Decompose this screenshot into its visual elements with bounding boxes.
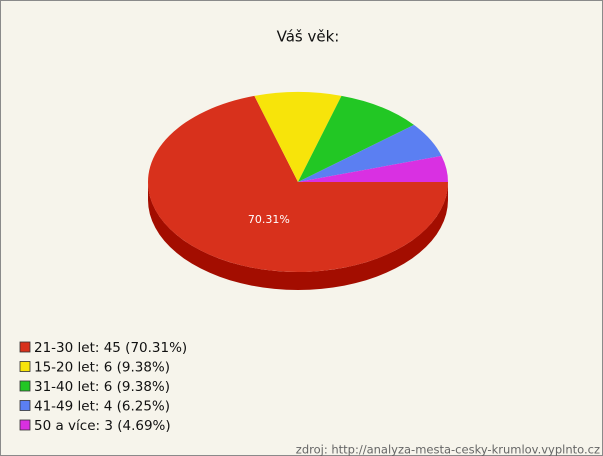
slice: [298, 124, 442, 182]
legend-label: 50 a více: 3 (4.69%): [34, 418, 171, 434]
slice-label: 70.31%: [248, 213, 290, 226]
legend-label: 41-49 let: 4 (6.25%): [34, 399, 170, 415]
source: zdroj: http://analyza-mesta-cesky-krumlo…: [296, 443, 600, 456]
legend-swatch: [19, 361, 31, 372]
slice-side: [148, 182, 448, 290]
legend-label: 15-20 let: 6 (9.38%): [34, 360, 170, 376]
legend-swatch: [19, 419, 31, 431]
legend-swatch: [19, 400, 31, 411]
chart-title: Váš věk:: [277, 28, 340, 46]
slice: [298, 155, 448, 182]
slice: [298, 95, 414, 182]
legend-swatch: [19, 380, 31, 392]
legend-label: 31-40 let: 6 (9.38%): [34, 379, 170, 395]
legend-swatch: [19, 341, 31, 353]
slice: [254, 92, 342, 182]
legend-label: 21-30 let: 45 (70.31%): [34, 340, 187, 356]
slice: [147, 95, 448, 273]
